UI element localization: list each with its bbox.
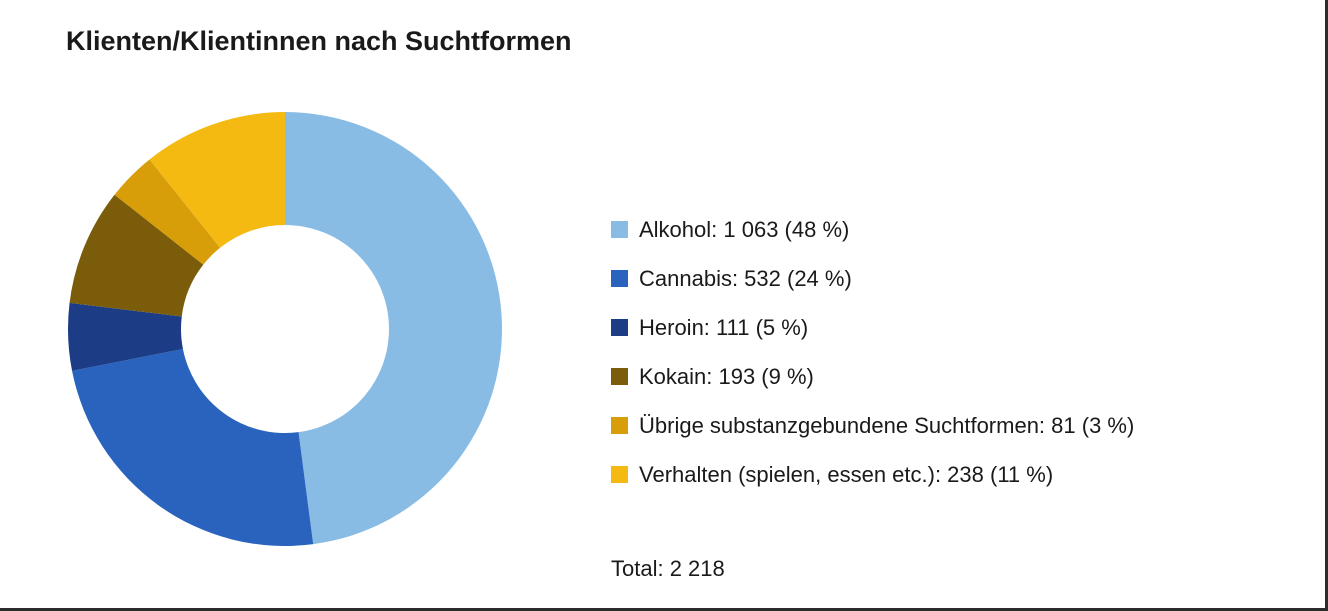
- legend-item-heroin: Heroin: 111 (5 %): [611, 303, 1134, 352]
- legend-label: Heroin: 111 (5 %): [639, 314, 809, 340]
- donut-slice-heroin: [68, 302, 183, 371]
- donut-slice-verhalten: [149, 112, 285, 248]
- legend-swatch: [611, 466, 628, 483]
- legend-item-cannabis: Cannabis: 532 (24 %): [611, 254, 1134, 303]
- donut-slice-alkohol: [285, 112, 502, 545]
- total-label: Total: 2 218: [611, 556, 725, 581]
- donut-slice-uebrige: [114, 159, 221, 265]
- legend-label: Kokain: 193 (9 %): [639, 363, 814, 389]
- legend-label: Alkohol: 1 063 (48 %): [639, 216, 850, 242]
- legend-swatch: [611, 417, 628, 434]
- legend-item-uebrige: Übrige substanzgebundene Suchtformen: 81…: [611, 401, 1134, 450]
- donut-slice-kokain: [69, 194, 204, 317]
- donut-chart: [68, 112, 502, 546]
- legend-item-kokain: Kokain: 193 (9 %): [611, 352, 1134, 401]
- legend-item-verhalten: Verhalten (spielen, essen etc.): 238 (11…: [611, 450, 1134, 499]
- legend-swatch: [611, 368, 628, 385]
- chart-legend: Alkohol: 1 063 (48 %) Cannabis: 532 (24 …: [611, 205, 1134, 499]
- donut-slices: [68, 112, 502, 546]
- legend-label: Cannabis: 532 (24 %): [639, 265, 852, 291]
- legend-swatch: [611, 270, 628, 287]
- legend-label: Übrige substanzgebundene Suchtformen: 81…: [639, 412, 1135, 438]
- legend-item-alkohol: Alkohol: 1 063 (48 %): [611, 205, 1134, 254]
- chart-title: Klienten/Klientinnen nach Suchtformen: [66, 26, 572, 56]
- legend-swatch: [611, 319, 628, 336]
- legend-swatch: [611, 221, 628, 238]
- legend-label: Verhalten (spielen, essen etc.): 238 (11…: [639, 461, 1054, 487]
- donut-slice-cannabis: [72, 349, 314, 546]
